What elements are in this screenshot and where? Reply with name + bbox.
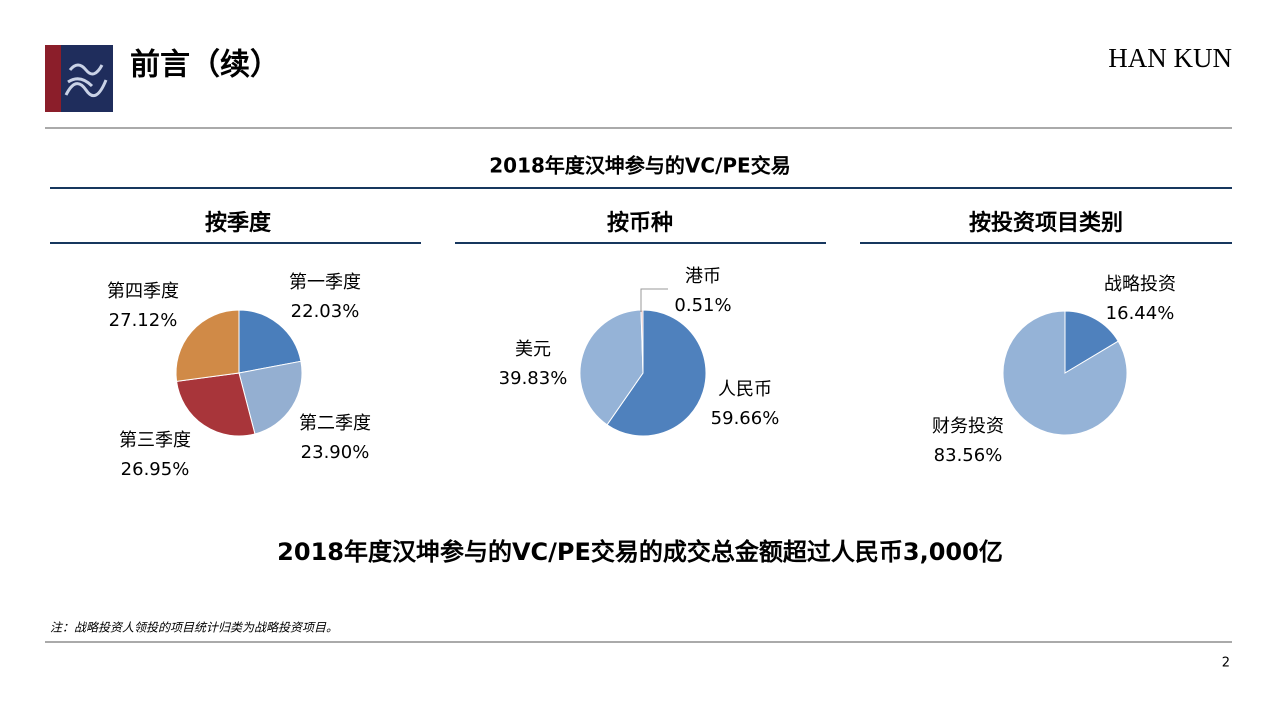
slice-value: 83.56% [934, 445, 1003, 466]
footnote: 注：战略投资人领投的项目统计归类为战略投资项目。 [50, 621, 338, 635]
summary-text: 2018年度汉坤参与的VC/PE交易的成交总金额超过人民币 [277, 538, 903, 566]
slice-label: 人民币 [718, 379, 772, 400]
pie-slice [579, 309, 644, 426]
slice-value: 16.44% [1106, 303, 1175, 324]
slice-label: 第四季度 [107, 281, 179, 302]
slice-label: 第二季度 [299, 413, 371, 434]
pie-slice [175, 309, 240, 382]
chart-title: 按币种 [607, 210, 673, 236]
page-title: 前言（续） [130, 48, 280, 83]
logo-pattern [64, 63, 108, 98]
slice-value: 23.90% [301, 442, 370, 463]
brand: HAN KUN [1108, 43, 1232, 73]
chart-title: 按投资项目类别 [969, 210, 1123, 236]
summary-amount: 3,000亿 [903, 538, 1003, 566]
pie-slice [606, 309, 707, 437]
slice-value: 0.51% [674, 295, 731, 316]
section-title: 2018年度汉坤参与的VC/PE交易 [489, 154, 790, 178]
chart-title: 按季度 [205, 210, 272, 236]
slice-value: 39.83% [499, 368, 568, 389]
pie-slice [238, 309, 302, 374]
slice-value: 27.12% [109, 310, 178, 331]
slice-value: 22.03% [291, 301, 360, 322]
slice-value: 26.95% [121, 459, 190, 480]
slice-value: 59.66% [711, 408, 780, 429]
slice-label: 第一季度 [289, 272, 361, 293]
slice-label: 第三季度 [119, 430, 191, 451]
slice-label: 战略投资 [1104, 274, 1176, 295]
pie-slice [238, 360, 303, 435]
logo-strip [45, 45, 61, 112]
leader-line [640, 288, 668, 312]
slice-label: 美元 [515, 339, 551, 360]
pie-slice [1002, 310, 1128, 436]
pie-slice [1064, 310, 1119, 374]
pie-slice [175, 372, 256, 437]
slice-label: 港币 [685, 266, 721, 287]
page-number: 2 [1222, 656, 1230, 671]
slice-label: 财务投资 [932, 416, 1004, 437]
